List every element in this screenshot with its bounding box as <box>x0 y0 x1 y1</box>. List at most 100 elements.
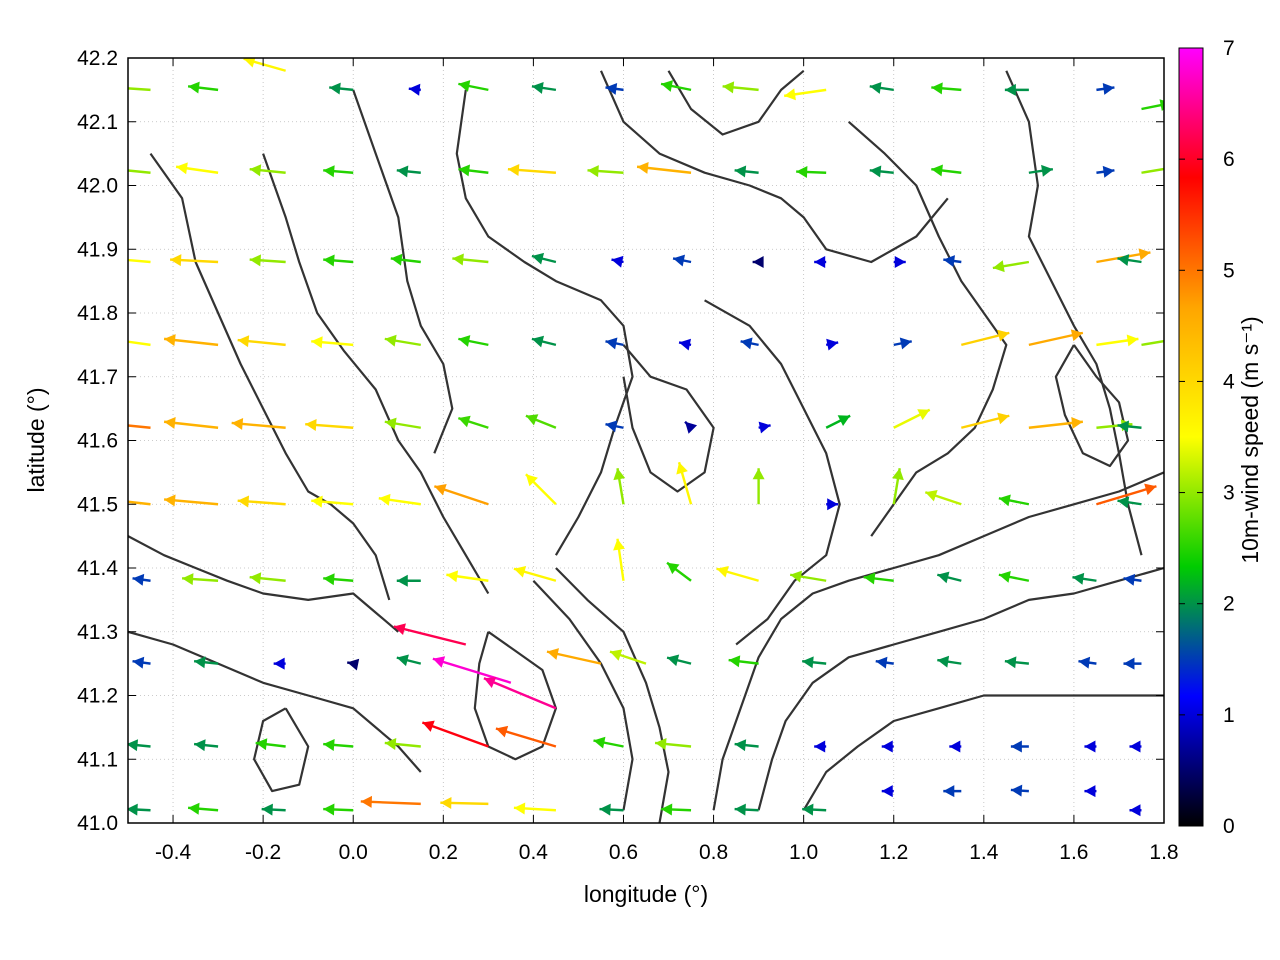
wind-arrow <box>752 468 765 505</box>
wind-arrow <box>998 494 1030 507</box>
contour-line <box>1005 70 1143 556</box>
wind-arrow <box>1129 740 1142 753</box>
colorbar-title: 10m-wind speed (m s⁻¹) <box>1237 316 1263 563</box>
wind-arrow <box>593 736 624 749</box>
wind-arrow <box>875 656 894 669</box>
wind-arrow <box>666 561 692 582</box>
contour-line <box>622 344 715 493</box>
wind-arrow <box>483 676 557 710</box>
wind-arrow <box>305 418 354 431</box>
wind-arrow <box>323 803 354 816</box>
y-tick-label: 41.0 <box>77 812 118 835</box>
wind-arrow <box>1123 657 1142 670</box>
wind-arrow <box>458 80 489 92</box>
wind-arrow <box>432 656 512 684</box>
x-axis-title: longitude (°) <box>584 881 708 907</box>
colorbar <box>1178 47 1204 827</box>
wind-arrow <box>1141 339 1164 347</box>
wind-arrow <box>311 336 354 349</box>
wind-arrow <box>182 573 219 586</box>
wind-arrow <box>734 803 759 816</box>
wind-arrow <box>722 81 759 94</box>
wind-arrow <box>587 165 624 178</box>
wind-arrow <box>323 573 354 586</box>
wind-arrow <box>193 656 219 669</box>
contour-line <box>802 694 1164 811</box>
wind-arrow <box>1004 83 1029 96</box>
wind-arrow <box>605 337 624 350</box>
contour-line <box>128 630 422 773</box>
wind-arrow <box>132 656 151 669</box>
wind-arrow <box>613 468 626 505</box>
y-tick-label: 41.8 <box>77 302 118 325</box>
x-tick-label: -0.4 <box>155 841 192 864</box>
wind-arrow <box>678 338 692 351</box>
x-tick-label: 0.8 <box>699 841 728 864</box>
colorbar-tick-label: 4 <box>1223 370 1235 393</box>
terrain-contours <box>128 69 1164 823</box>
wind-arrow <box>1084 740 1097 753</box>
wind-arrow <box>789 570 827 583</box>
contour-line <box>599 70 949 264</box>
wind-arrow <box>384 417 421 430</box>
wind-arrow <box>1072 572 1097 585</box>
x-tick-label: 1.2 <box>879 841 908 864</box>
wind-arrow <box>323 254 354 267</box>
wind-arrow <box>672 254 692 267</box>
wind-arrow <box>1141 167 1164 174</box>
wind-arrow <box>128 87 151 92</box>
colorbar-ticks: 0 1 2 3 4 5 6 7 <box>1179 37 1235 838</box>
wind-arrow <box>1010 784 1029 797</box>
wind-arrow <box>992 260 1030 273</box>
wind-arrow <box>128 340 151 347</box>
wind-arrow <box>531 252 557 265</box>
y-tick-label: 42.1 <box>77 111 118 134</box>
y-tick-label: 41.2 <box>77 685 118 708</box>
wind-arrow <box>605 420 624 433</box>
y-tick-label: 42.2 <box>77 47 118 70</box>
wind-arrow <box>1028 164 1054 177</box>
wind-arrow <box>660 803 692 816</box>
wind-arrow <box>231 417 286 430</box>
wind-arrow <box>393 623 467 646</box>
colorbar-tick-label: 3 <box>1223 482 1235 505</box>
wind-arrow <box>457 415 489 429</box>
wind-arrow <box>937 571 962 584</box>
wind-arrow <box>943 785 962 798</box>
wind-arrow <box>881 740 894 753</box>
wind-arrow <box>193 739 219 752</box>
contour-line <box>352 89 454 454</box>
colorbar-tick-label: 1 <box>1223 704 1235 727</box>
wind-arrow <box>728 655 759 668</box>
wind-arrow <box>433 484 489 506</box>
wind-arrow <box>684 420 698 434</box>
contour-line <box>532 579 634 811</box>
y-tick-label: 41.3 <box>77 621 118 644</box>
wind-arrow <box>132 573 151 586</box>
wind-arrow <box>237 335 286 348</box>
wind-arrow <box>931 82 962 95</box>
colorbar-tick-label: 7 <box>1223 37 1235 60</box>
contour-line <box>757 566 1164 811</box>
wind-arrow <box>421 720 489 748</box>
wind-arrow <box>758 421 771 434</box>
wind-arrow <box>128 424 151 429</box>
wind-arrow <box>609 649 647 665</box>
colorbar-tick-label: 6 <box>1223 148 1235 171</box>
wind-arrow <box>507 163 557 176</box>
wind-arrow <box>1084 785 1097 798</box>
wind-arrow <box>311 495 354 508</box>
wind-arrow <box>128 258 151 264</box>
contour-line <box>262 153 490 595</box>
wind-arrow <box>636 162 692 174</box>
x-tick-label: 1.8 <box>1149 841 1178 864</box>
wind-arrow <box>931 164 962 177</box>
wind-arrow <box>452 253 489 266</box>
contour-line <box>473 630 557 761</box>
wind-arrow <box>893 256 906 268</box>
wind-arrow <box>128 500 151 506</box>
wind-arrow <box>513 802 556 815</box>
wind-arrow <box>163 417 219 429</box>
wind-arrow <box>1117 496 1142 509</box>
colorbar-tick-label: 2 <box>1223 593 1235 616</box>
